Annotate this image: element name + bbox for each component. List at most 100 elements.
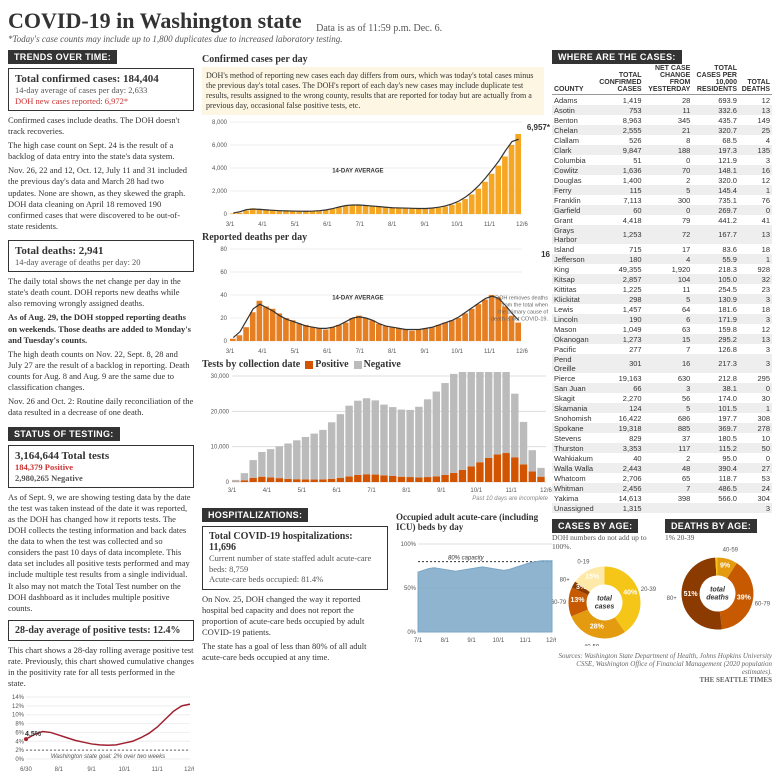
tests-chart-title: Tests by collection date Positive Negati… bbox=[202, 359, 544, 370]
svg-text:80% capacity: 80% capacity bbox=[448, 556, 485, 562]
svg-text:death is not COVID-19.: death is not COVID-19. bbox=[491, 317, 548, 323]
svg-text:100%: 100% bbox=[401, 542, 417, 548]
svg-text:40: 40 bbox=[220, 293, 227, 299]
svg-text:5/1: 5/1 bbox=[291, 349, 300, 355]
svg-text:6/1: 6/1 bbox=[323, 222, 332, 228]
svg-text:16: 16 bbox=[541, 250, 550, 259]
svg-text:7/1: 7/1 bbox=[367, 488, 376, 494]
svg-text:39%: 39% bbox=[737, 594, 752, 601]
age-cases-label: CASES BY AGE: bbox=[552, 519, 638, 533]
svg-text:0%: 0% bbox=[15, 757, 24, 763]
credit: THE SEATTLE TIMES bbox=[700, 676, 773, 684]
header: COVID-19 in Washington state Data is as … bbox=[8, 8, 772, 44]
sources: Sources: Washington State Department of … bbox=[552, 652, 772, 684]
hosp-chart: 0%50%100%80% capacity7/18/19/110/111/112… bbox=[396, 534, 556, 644]
svg-text:60-79: 60-79 bbox=[552, 600, 567, 606]
svg-text:11/1: 11/1 bbox=[152, 767, 164, 773]
svg-text:8/1: 8/1 bbox=[402, 488, 411, 494]
svg-text:6%: 6% bbox=[15, 730, 24, 736]
pie-deaths: 9%40-5939%60-7951%80+totaldeaths bbox=[665, 542, 770, 637]
h-title: Total COVID-19 hospitalizations: 11,696 bbox=[209, 531, 381, 553]
deaths-avg: 14-day average of deaths per day: 20 bbox=[15, 257, 187, 268]
svg-text:20,000: 20,000 bbox=[211, 409, 230, 415]
svg-text:12%: 12% bbox=[12, 704, 25, 710]
svg-text:10/1: 10/1 bbox=[470, 488, 482, 494]
t-pos: 184,379 Positive bbox=[15, 462, 187, 473]
deaths-chart-title: Reported deaths per day bbox=[202, 232, 544, 243]
svg-text:20-39: 20-39 bbox=[641, 587, 657, 593]
svg-text:cases: cases bbox=[595, 604, 615, 611]
svg-text:2,000: 2,000 bbox=[212, 189, 228, 195]
svg-text:Washington state goal: 2% over: Washington state goal: 2% over two weeks bbox=[51, 754, 165, 760]
svg-text:4/1: 4/1 bbox=[258, 222, 267, 228]
svg-text:4/1: 4/1 bbox=[263, 488, 272, 494]
h-p2: The state has a goal of less than 80% of… bbox=[202, 641, 388, 663]
testing-box: 3,164,644 Total tests 184,379 Positive 2… bbox=[8, 445, 194, 488]
svg-text:15%: 15% bbox=[585, 574, 600, 581]
pr-title: 28-day average of positive tests: 12.4% bbox=[15, 625, 187, 636]
trends-label: TRENDS OVER TIME: bbox=[8, 50, 117, 64]
svg-text:total: total bbox=[597, 596, 613, 603]
svg-text:6/1: 6/1 bbox=[332, 488, 341, 494]
legend-neg: Negative bbox=[364, 359, 401, 370]
svg-text:14-DAY AVERAGE: 14-DAY AVERAGE bbox=[332, 296, 383, 302]
svg-text:3/1: 3/1 bbox=[228, 488, 237, 494]
conf-p2: The high case count on Sept. 24 is the r… bbox=[8, 140, 194, 162]
svg-text:3/1: 3/1 bbox=[226, 349, 235, 355]
svg-text:6,000: 6,000 bbox=[212, 143, 228, 149]
t-neg: 2,980,265 Negative bbox=[15, 473, 187, 484]
svg-text:10/1: 10/1 bbox=[119, 767, 131, 773]
legend-pos: Positive bbox=[315, 359, 348, 370]
svg-text:6/1: 6/1 bbox=[323, 349, 332, 355]
svg-text:total: total bbox=[710, 587, 726, 594]
svg-text:5/1: 5/1 bbox=[291, 222, 300, 228]
where-label: WHERE ARE THE CASES: bbox=[552, 50, 682, 64]
svg-text:40-59: 40-59 bbox=[584, 645, 600, 646]
svg-text:Past 10 days are incomplete: Past 10 days are incomplete bbox=[472, 496, 548, 502]
cases-chart-desc: DOH's method of reporting new cases each… bbox=[202, 67, 544, 115]
posrate-chart: 0%2%4%6%8%10%12%14%4.5%Washington state … bbox=[8, 693, 194, 773]
svg-text:0%: 0% bbox=[407, 630, 416, 636]
confirmed-new: DOH new cases reported: 6,972* bbox=[15, 96, 187, 107]
svg-text:9%: 9% bbox=[720, 563, 731, 570]
deaths-chart: 0204060803/14/15/16/17/18/19/110/111/112… bbox=[202, 245, 552, 355]
svg-text:51%: 51% bbox=[684, 591, 699, 598]
svg-text:50%: 50% bbox=[404, 586, 417, 592]
d-p4: Nov. 26 and Oct. 2: Routine daily reconc… bbox=[8, 396, 194, 418]
svg-text:8,000: 8,000 bbox=[212, 120, 228, 126]
svg-text:from the total when: from the total when bbox=[501, 303, 548, 309]
svg-text:8/1: 8/1 bbox=[441, 638, 450, 644]
svg-text:8/1: 8/1 bbox=[55, 767, 64, 773]
d-p3: The high death counts on Nov. 22, Sept. … bbox=[8, 349, 194, 393]
svg-text:6/30: 6/30 bbox=[20, 767, 32, 773]
h-l2: Acute-care beds occupied: 81.4% bbox=[209, 574, 381, 585]
svg-text:80+: 80+ bbox=[560, 578, 571, 584]
pie-cases: 40%20-3928%40-5913%60-793%80+15%0-19tota… bbox=[552, 551, 657, 646]
svg-text:0: 0 bbox=[224, 339, 228, 345]
svg-text:10%: 10% bbox=[12, 713, 25, 719]
svg-text:0-19: 0-19 bbox=[577, 560, 590, 566]
svg-text:60: 60 bbox=[220, 270, 227, 276]
svg-text:8/1: 8/1 bbox=[388, 349, 397, 355]
hosp-box: Total COVID-19 hospitalizations: 11,696 … bbox=[202, 526, 388, 590]
svg-text:12/6: 12/6 bbox=[184, 767, 194, 773]
deaths-top: 1% 20-39 bbox=[665, 533, 772, 542]
svg-text:DOH removes deaths: DOH removes deaths bbox=[495, 296, 548, 302]
svg-text:11/1: 11/1 bbox=[505, 488, 517, 494]
hosp-label: HOSPITALIZATIONS: bbox=[202, 508, 308, 522]
svg-text:14-DAY AVERAGE: 14-DAY AVERAGE bbox=[332, 169, 383, 175]
svg-text:30,000: 30,000 bbox=[211, 374, 230, 380]
conf-p3: Nov. 26, 22 and 12, Oct. 12, July 11 and… bbox=[8, 165, 194, 231]
svg-text:7/1: 7/1 bbox=[356, 222, 365, 228]
svg-text:10/1: 10/1 bbox=[451, 349, 463, 355]
pr-p1: This chart shows a 28-day rolling averag… bbox=[8, 645, 194, 689]
svg-text:20: 20 bbox=[220, 316, 227, 322]
svg-text:80+: 80+ bbox=[667, 596, 678, 602]
confirmed-title: Total confirmed cases: 184,404 bbox=[15, 73, 187, 85]
hosp-chart-title: Occupied adult acute-care (including ICU… bbox=[396, 512, 556, 532]
svg-text:14%: 14% bbox=[12, 695, 25, 701]
svg-text:40-59: 40-59 bbox=[723, 547, 739, 553]
svg-text:6,957*: 6,957* bbox=[527, 123, 551, 132]
svg-text:11/1: 11/1 bbox=[520, 638, 532, 644]
posrate-box: 28-day average of positive tests: 12.4% bbox=[8, 620, 194, 641]
